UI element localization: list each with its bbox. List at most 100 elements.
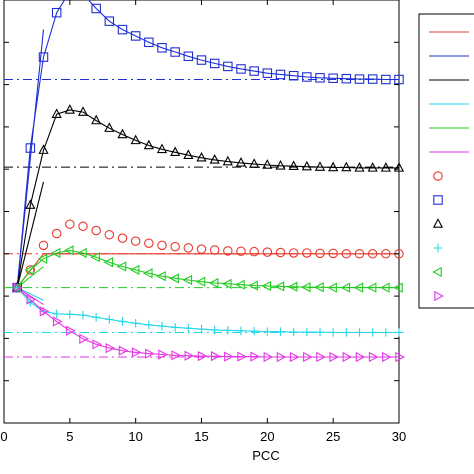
- data-point: [288, 248, 299, 258]
- data-point: [316, 351, 326, 363]
- data-point: [300, 282, 311, 293]
- data-point: [261, 280, 272, 292]
- data-point: [353, 282, 364, 293]
- data-point: [379, 282, 390, 293]
- data-point: [288, 70, 299, 81]
- data-point: [315, 248, 325, 259]
- data-point: [236, 64, 246, 74]
- series-line: [16, 249, 399, 289]
- data-point: [250, 351, 261, 362]
- data-point: [79, 333, 89, 344]
- data-point: [156, 143, 168, 154]
- data-point: [302, 72, 312, 82]
- data-point: [157, 43, 167, 53]
- data-point: [13, 282, 24, 293]
- data-point: [144, 320, 154, 330]
- data-point: [341, 249, 352, 259]
- data-point: [104, 230, 115, 240]
- series-line: [16, 181, 45, 288]
- data-point: [183, 51, 194, 62]
- data-point: [236, 246, 246, 257]
- series-line: [16, 109, 399, 288]
- data-point: [341, 161, 352, 172]
- data-point: [276, 327, 285, 336]
- x-tick-label: 5: [66, 429, 73, 444]
- legend: [418, 13, 474, 309]
- data-point: [158, 349, 168, 360]
- data-point: [222, 155, 233, 166]
- data-point: [235, 156, 247, 167]
- data-point: [275, 159, 286, 170]
- data-point: [382, 351, 392, 363]
- data-point: [117, 24, 128, 35]
- x-axis-label: PCC: [252, 448, 279, 463]
- data-point: [263, 351, 274, 363]
- plot-area: [3, 0, 405, 424]
- data-point: [381, 328, 391, 337]
- data-point: [66, 325, 76, 336]
- data-point: [39, 306, 50, 317]
- data-point: [224, 351, 234, 362]
- legend-marker-sample: [433, 171, 443, 181]
- data-point: [262, 159, 273, 169]
- data-point: [342, 328, 351, 337]
- legend-entry: [433, 171, 443, 181]
- plot-frame: [3, 0, 400, 424]
- data-point: [289, 351, 300, 363]
- data-point: [314, 282, 324, 293]
- data-point: [65, 219, 75, 229]
- data-point: [394, 74, 404, 85]
- data-point: [262, 247, 273, 257]
- series-line: [16, 0, 399, 288]
- data-point: [328, 161, 339, 172]
- data-point: [169, 273, 179, 284]
- data-point: [368, 351, 379, 363]
- data-point: [51, 228, 62, 239]
- data-point: [235, 279, 245, 290]
- data-point: [367, 162, 378, 172]
- data-point: [221, 278, 232, 289]
- data-point: [328, 248, 338, 259]
- data-point: [184, 324, 193, 333]
- data-point: [183, 149, 194, 159]
- data-point: [104, 16, 115, 26]
- data-point: [143, 139, 154, 150]
- data-point: [117, 128, 128, 139]
- data-point: [275, 69, 286, 80]
- data-point: [329, 351, 340, 363]
- data-point: [223, 61, 233, 72]
- data-point: [196, 151, 207, 162]
- data-point: [328, 73, 338, 84]
- data-point: [184, 350, 195, 361]
- legend-marker-sample: [432, 266, 442, 278]
- data-point: [315, 73, 325, 83]
- data-point: [78, 310, 88, 320]
- data-point: [223, 326, 233, 335]
- data-point: [276, 351, 287, 363]
- data-point: [287, 281, 298, 292]
- data-point: [65, 310, 75, 319]
- legend-marker-sample: [434, 290, 444, 302]
- data-point: [367, 249, 378, 259]
- data-point: [289, 327, 298, 337]
- legend-frame: [418, 13, 474, 309]
- data-point: [354, 74, 365, 84]
- data-point: [90, 252, 100, 263]
- x-tick-label: 25: [326, 429, 340, 444]
- series-line: [16, 287, 399, 334]
- data-point: [91, 313, 101, 322]
- data-point: [262, 68, 273, 78]
- data-point: [129, 264, 140, 275]
- data-point: [340, 282, 351, 293]
- data-point: [91, 225, 101, 236]
- data-point: [92, 339, 103, 350]
- data-point: [25, 199, 36, 209]
- data-point: [38, 52, 49, 62]
- data-point: [263, 327, 272, 336]
- data-point: [131, 318, 140, 328]
- data-point: [183, 243, 194, 253]
- data-point: [342, 351, 353, 363]
- data-point: [275, 247, 286, 258]
- data-point: [144, 37, 154, 48]
- data-point: [63, 245, 74, 256]
